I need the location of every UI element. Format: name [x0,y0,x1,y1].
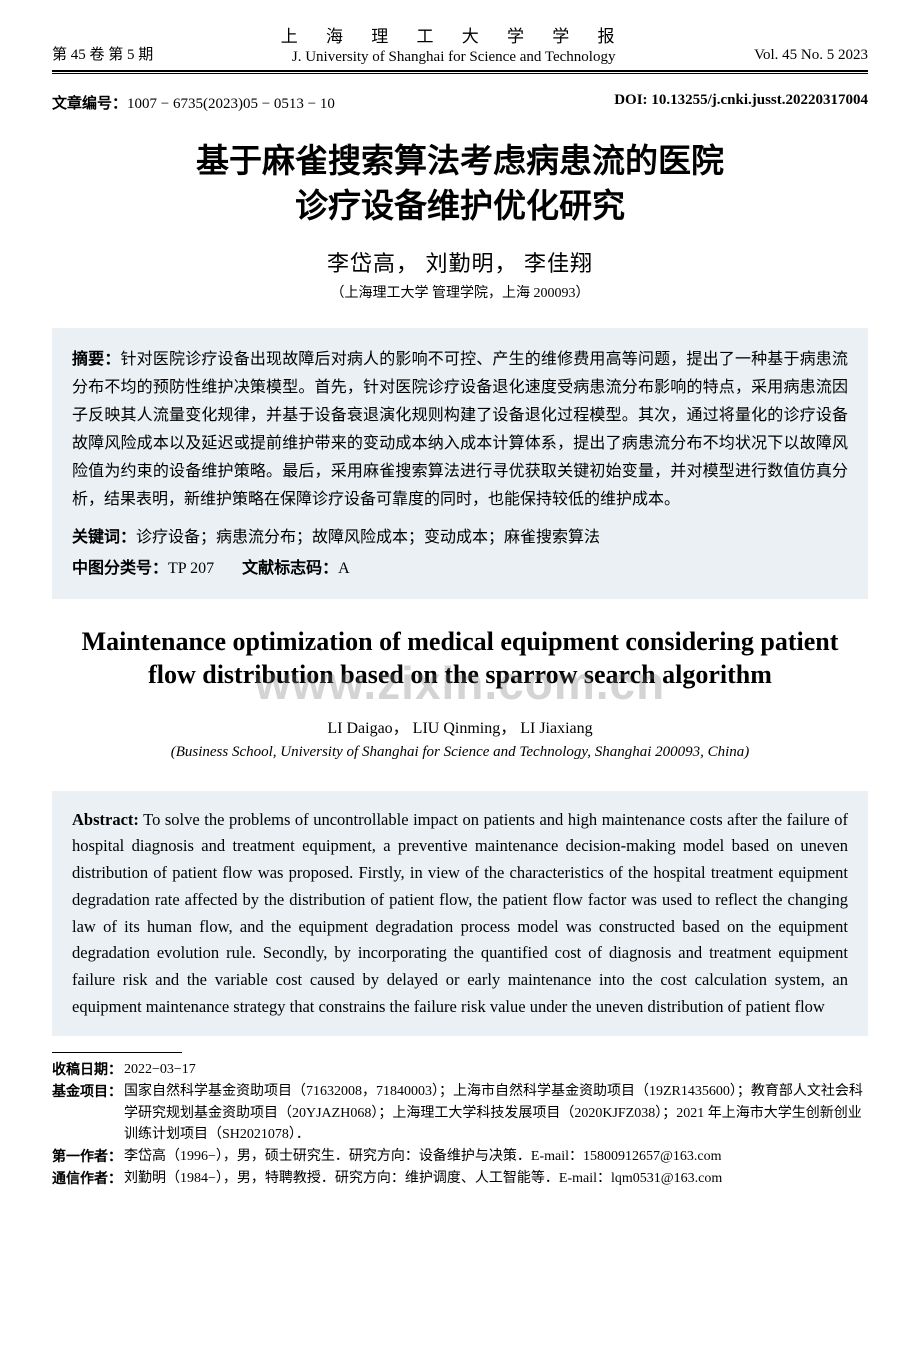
first-author-label: 第一作者： [52,1146,122,1168]
article-id-row: 文章编号：1007 − 6735(2023)05 − 0513 − 10 DOI… [52,92,868,113]
abstract-en-text: To solve the problems of uncontrollable … [72,810,848,1016]
doi: DOI: 10.13255/j.cnki.jusst.20220317004 [614,92,868,113]
document-code-label: 文献标志码： [242,560,338,577]
funding-label: 基金项目： [52,1081,122,1146]
running-head: 第 45 卷 第 5 期 上 海 理 工 大 学 学 报 J. Universi… [52,22,868,66]
header-rule-thick [52,70,868,72]
journal-cn: 上 海 理 工 大 学 学 报 [153,22,754,47]
keywords-cn: 诊疗设备；病患流分布；故障风险成本；变动成本；麻雀搜索算法 [136,529,600,546]
volume-issue-en: Vol. 45 No. 5 2023 [754,47,868,66]
abstract-cn: 摘要：针对医院诊疗设备出现故障后对病人的影响不可控、产生的维修费用高等问题，提出… [72,346,848,514]
classification-row: 中图分类号：TP 207 文献标志码：A [72,555,848,583]
keywords-cn-row: 关键词：诊疗设备；病患流分布；故障风险成本；变动成本；麻雀搜索算法 [72,524,848,552]
first-author-row: 第一作者： 李岱高（1996−），男，硕士研究生．研究方向：设备维护与决策．E-… [52,1146,868,1168]
corresponding-author-text: 刘勤明（1984−），男，特聘教授．研究方向：维护调度、人工智能等．E-mail… [124,1168,868,1190]
funding-row: 基金项目： 国家自然科学基金资助项目（71632008，71840003）；上海… [52,1081,868,1146]
article-id-label: 文章编号： [52,96,127,112]
keywords-cn-label: 关键词： [72,529,136,546]
received-date-row: 收稿日期： 2022−03−17 [52,1059,868,1081]
abstract-cn-box: 摘要：针对医院诊疗设备出现故障后对病人的影响不可控、产生的维修费用高等问题，提出… [52,328,868,599]
clc-value: TP 207 [168,560,214,577]
corresponding-author-label: 通信作者： [52,1168,122,1190]
affiliation-en: (Business School, University of Shanghai… [52,744,868,761]
title-cn-line2: 诊疗设备维护优化研究 [295,187,625,224]
funding-text: 国家自然科学基金资助项目（71632008，71840003）；上海市自然科学基… [124,1081,868,1146]
article-title-en: Maintenance optimization of medical equi… [62,625,858,692]
title-cn-line1: 基于麻雀搜索算法考虑病患流的医院 [196,142,724,179]
doi-label: DOI: [614,92,647,108]
corresponding-author-row: 通信作者： 刘勤明（1984−），男，特聘教授．研究方向：维护调度、人工智能等．… [52,1168,868,1190]
header-rule-thin [52,73,868,74]
doi-value: 10.13255/j.cnki.jusst.20220317004 [651,92,868,108]
article-id-value: 1007 − 6735(2023)05 − 0513 − 10 [127,96,335,112]
volume-issue-cn: 第 45 卷 第 5 期 [52,43,153,66]
journal-en: J. University of Shanghai for Science an… [153,49,754,66]
document-code-value: A [338,560,350,577]
abstract-cn-label: 摘要： [72,351,121,368]
received-date: 2022−03−17 [124,1059,868,1081]
authors-en: LI Daigao， LIU Qinming， LI Jiaxiang [52,714,868,738]
received-date-label: 收稿日期： [52,1059,122,1081]
article-title-cn: 基于麻雀搜索算法考虑病患流的医院 诊疗设备维护优化研究 [52,139,868,228]
abstract-en-label: Abstract: [72,810,139,829]
journal-name: 上 海 理 工 大 学 学 报 J. University of Shangha… [153,22,754,66]
abstract-en-box: Abstract: To solve the problems of uncon… [52,791,868,1037]
affiliation-cn: （上海理工大学 管理学院，上海 200093） [52,282,868,302]
authors-cn: 李岱高， 刘勤明， 李佳翔 [52,246,868,278]
clc-label: 中图分类号： [72,560,168,577]
abstract-cn-text: 针对医院诊疗设备出现故障后对病人的影响不可控、产生的维修费用高等问题，提出了一种… [72,351,848,508]
footnotes: 收稿日期： 2022−03−17 基金项目： 国家自然科学基金资助项目（7163… [52,1052,868,1189]
article-id: 文章编号：1007 − 6735(2023)05 − 0513 − 10 [52,92,335,113]
first-author-text: 李岱高（1996−），男，硕士研究生．研究方向：设备维护与决策．E-mail：1… [124,1146,868,1168]
footnote-rule [52,1052,182,1053]
